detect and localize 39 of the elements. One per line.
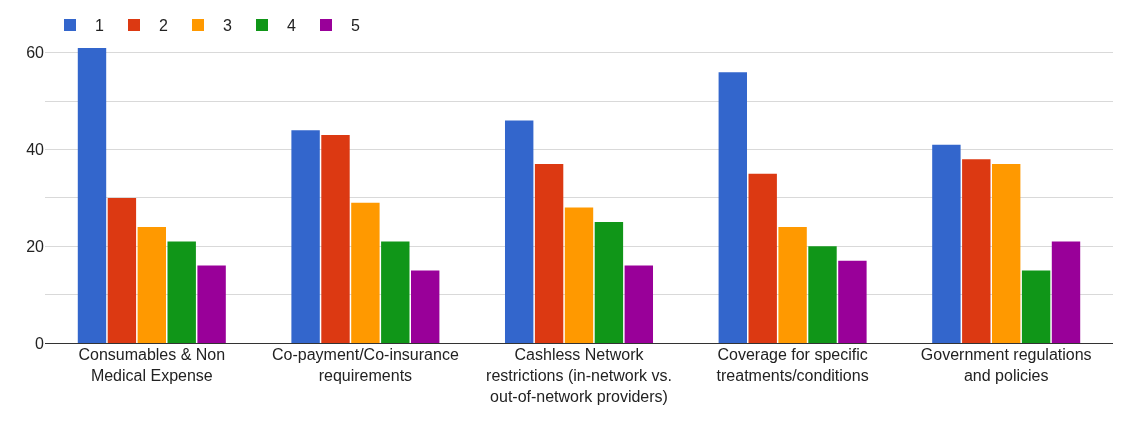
x-tick-label: Consumables & Non Medical Expense bbox=[78, 346, 226, 384]
bar bbox=[594, 222, 624, 343]
bar bbox=[962, 159, 991, 343]
x-tick-label: Cashless Network restrictions (in-network vs. out-of-network providers) bbox=[486, 346, 672, 405]
bar bbox=[1021, 270, 1051, 343]
bar bbox=[1051, 241, 1081, 343]
bar bbox=[291, 130, 320, 343]
bar bbox=[534, 164, 564, 343]
y-tick-label: 60 bbox=[26, 44, 45, 62]
bar bbox=[381, 241, 410, 343]
bar bbox=[351, 202, 380, 343]
bar bbox=[137, 226, 166, 343]
bar bbox=[932, 144, 961, 343]
legend-label: 3 bbox=[223, 17, 232, 35]
bar bbox=[718, 72, 747, 343]
bar bbox=[321, 135, 350, 343]
y-tick-label: 20 bbox=[26, 237, 45, 255]
bar bbox=[77, 48, 107, 343]
bar bbox=[624, 265, 654, 343]
legend-label: 1 bbox=[95, 17, 104, 35]
bar bbox=[748, 173, 777, 343]
y-tick-label: 40 bbox=[26, 141, 45, 159]
bar bbox=[411, 270, 440, 343]
x-tick-label: Co-payment/Co-insurance requirements bbox=[272, 346, 459, 384]
bar bbox=[808, 246, 837, 343]
legend-label: 2 bbox=[159, 17, 168, 35]
bar bbox=[197, 265, 226, 343]
x-tick-label: Government regulations and policies bbox=[920, 346, 1092, 384]
bar bbox=[504, 120, 534, 343]
bar bbox=[778, 226, 807, 343]
legend-label: 5 bbox=[351, 17, 360, 35]
bar bbox=[838, 260, 867, 343]
x-tick-label: Coverage for specific treatments/conditions bbox=[716, 346, 869, 384]
legend-label: 4 bbox=[287, 17, 296, 35]
bar bbox=[107, 197, 137, 343]
bar bbox=[992, 164, 1021, 343]
y-tick-label: 0 bbox=[35, 334, 45, 352]
bar bbox=[564, 207, 594, 343]
bar bbox=[167, 241, 196, 343]
